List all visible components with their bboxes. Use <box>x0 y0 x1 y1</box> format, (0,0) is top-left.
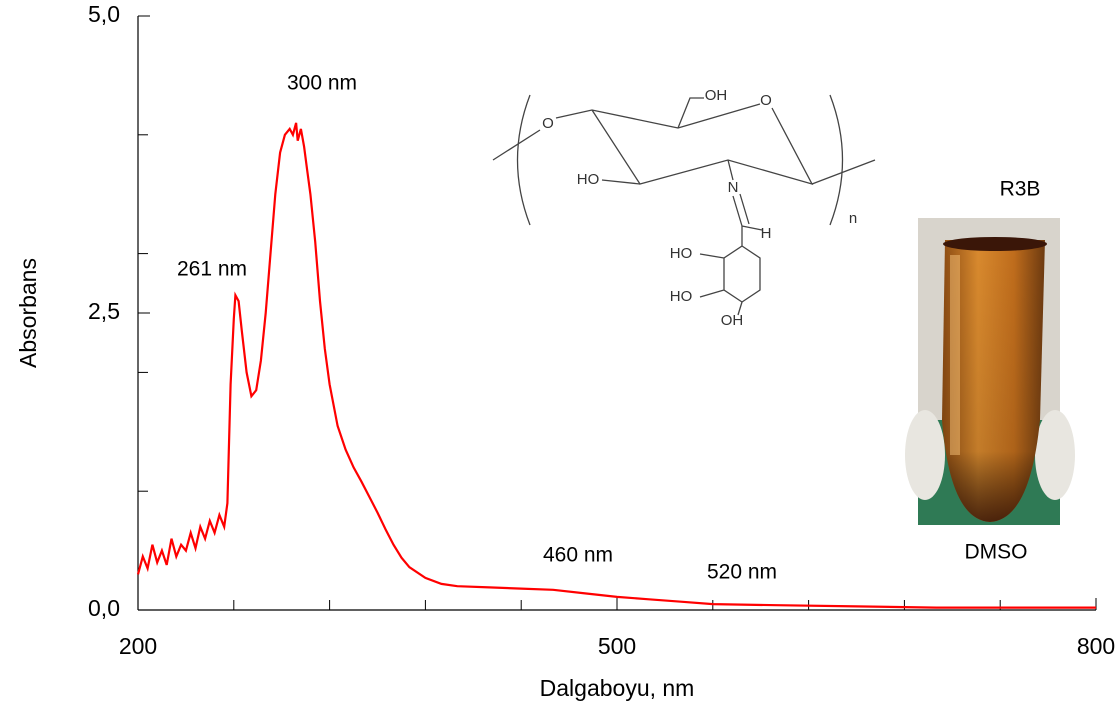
x-tick-label: 500 <box>598 633 636 659</box>
annotation: DMSO <box>965 541 1028 564</box>
x-tick-label: 200 <box>119 633 157 659</box>
annotation: R3B <box>1000 178 1041 201</box>
structure-label: HO <box>670 288 693 305</box>
structure-label: O <box>760 92 772 109</box>
annotation: 520 nm <box>707 561 777 584</box>
annotation: 261 nm <box>177 258 247 281</box>
structure-label: n <box>849 210 857 227</box>
photo <box>905 218 1075 525</box>
structure-label: O <box>542 115 554 132</box>
structure-label: H <box>761 225 772 242</box>
structure-label: HO <box>670 245 693 262</box>
y-tick-label: 5,0 <box>88 1 120 27</box>
x-axis-label: Dalgaboyu, nm <box>540 675 695 701</box>
chemical-structure <box>492 94 876 316</box>
y-tick-label: 0,0 <box>88 595 120 621</box>
annotation: 460 nm <box>543 544 613 567</box>
y-axis-label: Absorbans <box>15 258 41 368</box>
annotation: 300 nm <box>287 72 357 95</box>
structure-label: OH <box>721 312 744 329</box>
y-tick-label: 2,5 <box>88 298 120 324</box>
structure-label: N <box>728 179 739 196</box>
structure-label: OH <box>705 87 728 104</box>
structure-label: HO <box>577 171 600 188</box>
spectrum-line <box>136 122 1096 609</box>
x-tick-label: 800 <box>1077 633 1115 659</box>
